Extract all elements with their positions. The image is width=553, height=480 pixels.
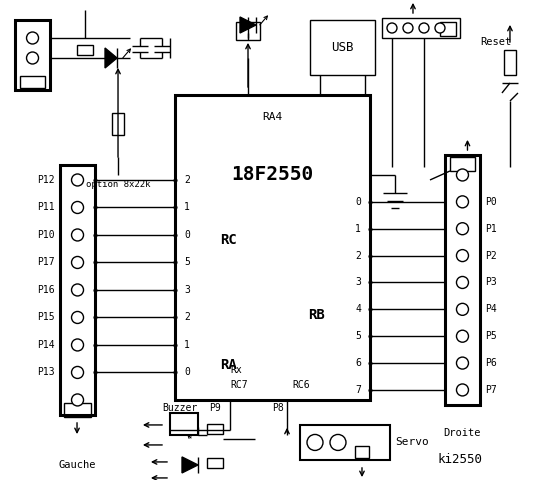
- Bar: [300, 425, 390, 460]
- Bar: [450, 157, 475, 171]
- Bar: [77, 45, 93, 55]
- Text: Buzzer: Buzzer: [163, 403, 197, 413]
- Bar: [20, 76, 45, 88]
- Circle shape: [456, 357, 468, 369]
- Polygon shape: [240, 17, 256, 33]
- Circle shape: [71, 339, 84, 351]
- Text: P15: P15: [38, 312, 55, 323]
- Text: RC6: RC6: [292, 380, 310, 390]
- Text: P14: P14: [38, 340, 55, 350]
- Circle shape: [71, 256, 84, 268]
- Bar: [504, 50, 516, 75]
- Bar: [15, 20, 50, 90]
- Text: P16: P16: [38, 285, 55, 295]
- Bar: [175, 95, 370, 400]
- Text: P12: P12: [38, 175, 55, 185]
- Text: Gauche: Gauche: [59, 460, 96, 470]
- Text: Droite: Droite: [444, 428, 481, 438]
- Circle shape: [456, 250, 468, 262]
- Bar: [170, 413, 198, 435]
- Text: 2: 2: [184, 312, 190, 323]
- Bar: [60, 165, 95, 415]
- Bar: [112, 113, 124, 135]
- Circle shape: [71, 202, 84, 214]
- Text: 6: 6: [355, 358, 361, 368]
- Text: P4: P4: [485, 304, 497, 314]
- Text: 0: 0: [184, 368, 190, 377]
- Text: 2: 2: [355, 251, 361, 261]
- Text: RA4: RA4: [262, 112, 283, 122]
- Circle shape: [307, 434, 323, 450]
- Text: P17: P17: [38, 257, 55, 267]
- Circle shape: [27, 52, 39, 64]
- Circle shape: [456, 169, 468, 181]
- Bar: [207, 424, 223, 434]
- Text: 1: 1: [184, 340, 190, 350]
- Text: P8: P8: [272, 403, 284, 413]
- Circle shape: [71, 366, 84, 378]
- Circle shape: [419, 23, 429, 33]
- Text: P10: P10: [38, 230, 55, 240]
- Circle shape: [27, 32, 39, 44]
- Bar: [355, 446, 369, 458]
- Text: 5: 5: [355, 331, 361, 341]
- Circle shape: [456, 196, 468, 208]
- Text: 5: 5: [184, 257, 190, 267]
- Text: P1: P1: [485, 224, 497, 234]
- Circle shape: [456, 384, 468, 396]
- Text: RB: RB: [308, 308, 325, 322]
- Bar: [440, 22, 456, 36]
- Polygon shape: [105, 48, 117, 68]
- Circle shape: [71, 394, 84, 406]
- Bar: [64, 403, 91, 417]
- Text: 18F2550: 18F2550: [231, 166, 314, 184]
- Circle shape: [71, 312, 84, 324]
- Text: 0: 0: [184, 230, 190, 240]
- Text: 3: 3: [355, 277, 361, 288]
- Text: P2: P2: [485, 251, 497, 261]
- Circle shape: [403, 23, 413, 33]
- Text: Servo: Servo: [395, 437, 429, 447]
- Text: RC7: RC7: [230, 380, 248, 390]
- Text: RA: RA: [220, 358, 237, 372]
- Polygon shape: [182, 457, 198, 473]
- Circle shape: [71, 229, 84, 241]
- Bar: [445, 155, 480, 405]
- Text: 2: 2: [184, 175, 190, 185]
- Text: P3: P3: [485, 277, 497, 288]
- Circle shape: [330, 434, 346, 450]
- Text: P0: P0: [485, 197, 497, 207]
- Text: USB: USB: [331, 41, 354, 54]
- Bar: [382, 18, 460, 38]
- Text: 1: 1: [355, 224, 361, 234]
- Text: 4: 4: [355, 304, 361, 314]
- Text: 3: 3: [184, 285, 190, 295]
- Circle shape: [456, 303, 468, 315]
- Text: RC: RC: [220, 233, 237, 247]
- Text: option 8x22k: option 8x22k: [86, 180, 150, 190]
- Text: ki2550: ki2550: [437, 454, 482, 467]
- Text: 0: 0: [355, 197, 361, 207]
- Text: 1: 1: [184, 203, 190, 213]
- Circle shape: [71, 284, 84, 296]
- Circle shape: [435, 23, 445, 33]
- Circle shape: [387, 23, 397, 33]
- Bar: [310, 20, 375, 75]
- Circle shape: [456, 276, 468, 288]
- Text: Reset: Reset: [480, 37, 511, 47]
- Bar: [207, 458, 223, 468]
- Text: P11: P11: [38, 203, 55, 213]
- Text: P6: P6: [485, 358, 497, 368]
- Text: Rx: Rx: [230, 365, 242, 375]
- Circle shape: [456, 223, 468, 235]
- Text: P13: P13: [38, 368, 55, 377]
- Circle shape: [71, 174, 84, 186]
- Text: P9: P9: [209, 403, 221, 413]
- Circle shape: [456, 330, 468, 342]
- Text: P5: P5: [485, 331, 497, 341]
- Text: P7: P7: [485, 385, 497, 395]
- Bar: [236, 22, 260, 40]
- Text: 7: 7: [355, 385, 361, 395]
